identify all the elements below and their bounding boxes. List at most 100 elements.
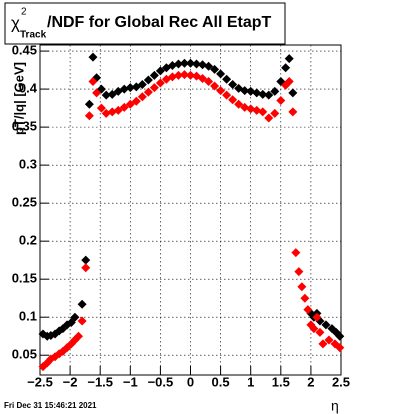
title-superscript: 2 — [21, 7, 27, 18]
data-point — [294, 267, 304, 277]
data-point — [74, 331, 84, 341]
data-point — [137, 92, 147, 102]
data-point — [270, 108, 280, 118]
data-point — [297, 282, 307, 292]
y-axis-label: pT/|q| [GeV] — [11, 62, 26, 135]
data-point — [77, 316, 87, 326]
x-tick-label: −2.5 — [27, 374, 53, 389]
data-point — [210, 64, 220, 74]
data-point — [125, 99, 135, 109]
title-box — [4, 2, 286, 45]
data-point — [92, 88, 102, 98]
y-tick-label: 0.1 — [19, 309, 37, 324]
data-point — [204, 76, 214, 86]
data-point — [264, 113, 274, 123]
y-tick-label: 0.15 — [12, 271, 37, 286]
data-point — [281, 63, 291, 73]
x-tick-label: −1.5 — [87, 374, 113, 389]
data-point — [216, 69, 226, 79]
data-point — [119, 102, 129, 112]
data-point — [149, 70, 159, 80]
data-point — [88, 52, 98, 62]
y-tick-label: 0.3 — [19, 157, 37, 172]
data-point — [70, 312, 80, 322]
data-point — [210, 81, 220, 91]
data-point — [84, 99, 94, 109]
data-point — [228, 95, 238, 105]
y-tick-label: 0.4 — [19, 81, 38, 96]
data-point — [291, 248, 301, 258]
data-point — [96, 103, 106, 113]
data-point — [107, 89, 117, 99]
data-point — [321, 320, 331, 330]
data-point — [276, 96, 286, 106]
x-tick-label: 2.5 — [332, 374, 350, 389]
data-point — [113, 105, 123, 115]
data-point — [155, 78, 165, 88]
data-point — [240, 86, 250, 96]
data-point — [179, 58, 189, 68]
footer-date: Fri Dec 31 15:46:21 2021 — [4, 401, 97, 410]
data-point — [264, 90, 274, 100]
data-point — [173, 59, 183, 69]
data-point — [284, 76, 294, 86]
data-point — [143, 87, 153, 97]
title-symbol: χ — [11, 13, 20, 32]
data-point — [216, 86, 226, 96]
data-point — [312, 312, 322, 322]
data-point — [234, 99, 244, 109]
x-axis-label: η — [331, 398, 339, 414]
data-point — [198, 73, 208, 83]
data-point — [81, 255, 91, 265]
data-point — [131, 96, 141, 106]
data-point — [258, 107, 268, 117]
y-tick-label: 0.2 — [19, 233, 37, 248]
y-tick-label: 0.45 — [12, 43, 37, 58]
data-point — [258, 89, 268, 99]
data-point — [300, 293, 310, 303]
chart-title: /NDF for Global Rec All EtapT — [47, 14, 272, 31]
data-point — [204, 61, 214, 71]
data-point — [222, 90, 232, 100]
data-point — [315, 327, 325, 337]
x-tick-label: 1.5 — [272, 374, 290, 389]
data-point — [149, 83, 159, 93]
data-point — [288, 107, 298, 117]
data-point — [155, 66, 165, 76]
x-tick-label: −2 — [63, 374, 78, 389]
data-point — [137, 80, 147, 90]
data-point — [309, 324, 319, 334]
data-point — [125, 83, 135, 93]
data-point — [101, 90, 111, 100]
data-point — [270, 86, 280, 96]
data-point — [84, 111, 94, 121]
y-tick-label: 0.25 — [12, 195, 37, 210]
data-point — [81, 263, 91, 273]
plot-area: −2.5 −2 −1.5 −1 −0.5 0 0.5 1 1.5 2 2.5 0.05 0.1 0.15 0… — [12, 43, 350, 390]
x-tick-label: 2 — [307, 374, 314, 389]
x-tick-label: 0 — [187, 374, 194, 389]
data-point — [77, 299, 87, 309]
data-point — [173, 70, 183, 80]
x-tick-label: −0.5 — [148, 374, 174, 389]
title-subscript: Track — [20, 30, 47, 41]
data-point — [284, 54, 294, 64]
data-point — [335, 331, 345, 341]
data-point — [324, 335, 334, 345]
data-point — [335, 343, 345, 353]
data-point — [179, 70, 189, 80]
data-point — [318, 339, 328, 349]
y-tick-label: 0.35 — [12, 119, 37, 134]
data-point — [222, 74, 232, 84]
data-point — [186, 58, 195, 68]
data-point — [143, 75, 153, 85]
y-tick-label: 0.05 — [12, 347, 37, 362]
data-point — [88, 76, 98, 86]
data-point — [288, 88, 298, 98]
data-point — [228, 80, 238, 90]
x-tick-label: −1 — [123, 374, 138, 389]
x-tick-label: 1 — [247, 374, 254, 389]
x-tick-label: 0.5 — [212, 374, 230, 389]
data-point — [192, 59, 202, 69]
